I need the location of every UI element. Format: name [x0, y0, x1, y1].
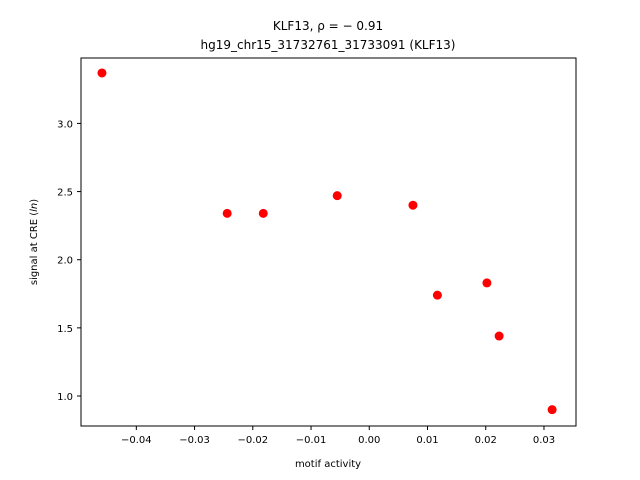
data-point-4 [332, 191, 342, 201]
y-tick-label: 1.5 [57, 324, 73, 335]
x-tick-label: −0.04 [121, 435, 152, 446]
y-tick-label: 2.0 [57, 256, 73, 267]
data-point-8 [494, 331, 504, 341]
data-point-9 [547, 405, 557, 415]
data-point-1 [97, 68, 107, 78]
y-tick-label: 1.0 [57, 392, 73, 403]
chart-title-line1: KLF13, ρ = − 0.91 [273, 19, 383, 33]
data-point-6 [432, 290, 442, 300]
x-tick-label: 0.00 [358, 435, 380, 446]
y-axis-label: signal at CRE (ln) [29, 199, 40, 285]
data-point-7 [482, 278, 492, 288]
y-axis-ticks: 1.0 1.5 2.0 2.5 3.0 [57, 119, 81, 403]
x-tick-label: 0.03 [533, 435, 555, 446]
x-tick-label: 0.01 [416, 435, 438, 446]
x-tick-label: −0.03 [179, 435, 210, 446]
y-tick-label: 3.0 [57, 119, 73, 130]
x-axis-ticks: −0.04 −0.03 −0.02 −0.01 0.00 0.01 0.02 0.03 [121, 426, 555, 446]
x-tick-label: −0.01 [296, 435, 327, 446]
plot-frame [80, 57, 577, 427]
x-axis-label: motif activity [295, 459, 361, 470]
data-points [97, 68, 557, 415]
data-point-3 [258, 208, 268, 218]
chart-title-line2: hg19_chr15_31732761_31733091 (KLF13) [201, 38, 456, 52]
x-tick-label: −0.02 [237, 435, 268, 446]
x-tick-label: 0.02 [475, 435, 497, 446]
y-tick-label: 2.5 [57, 188, 73, 199]
data-point-2 [222, 208, 232, 218]
data-point-5 [408, 200, 418, 210]
